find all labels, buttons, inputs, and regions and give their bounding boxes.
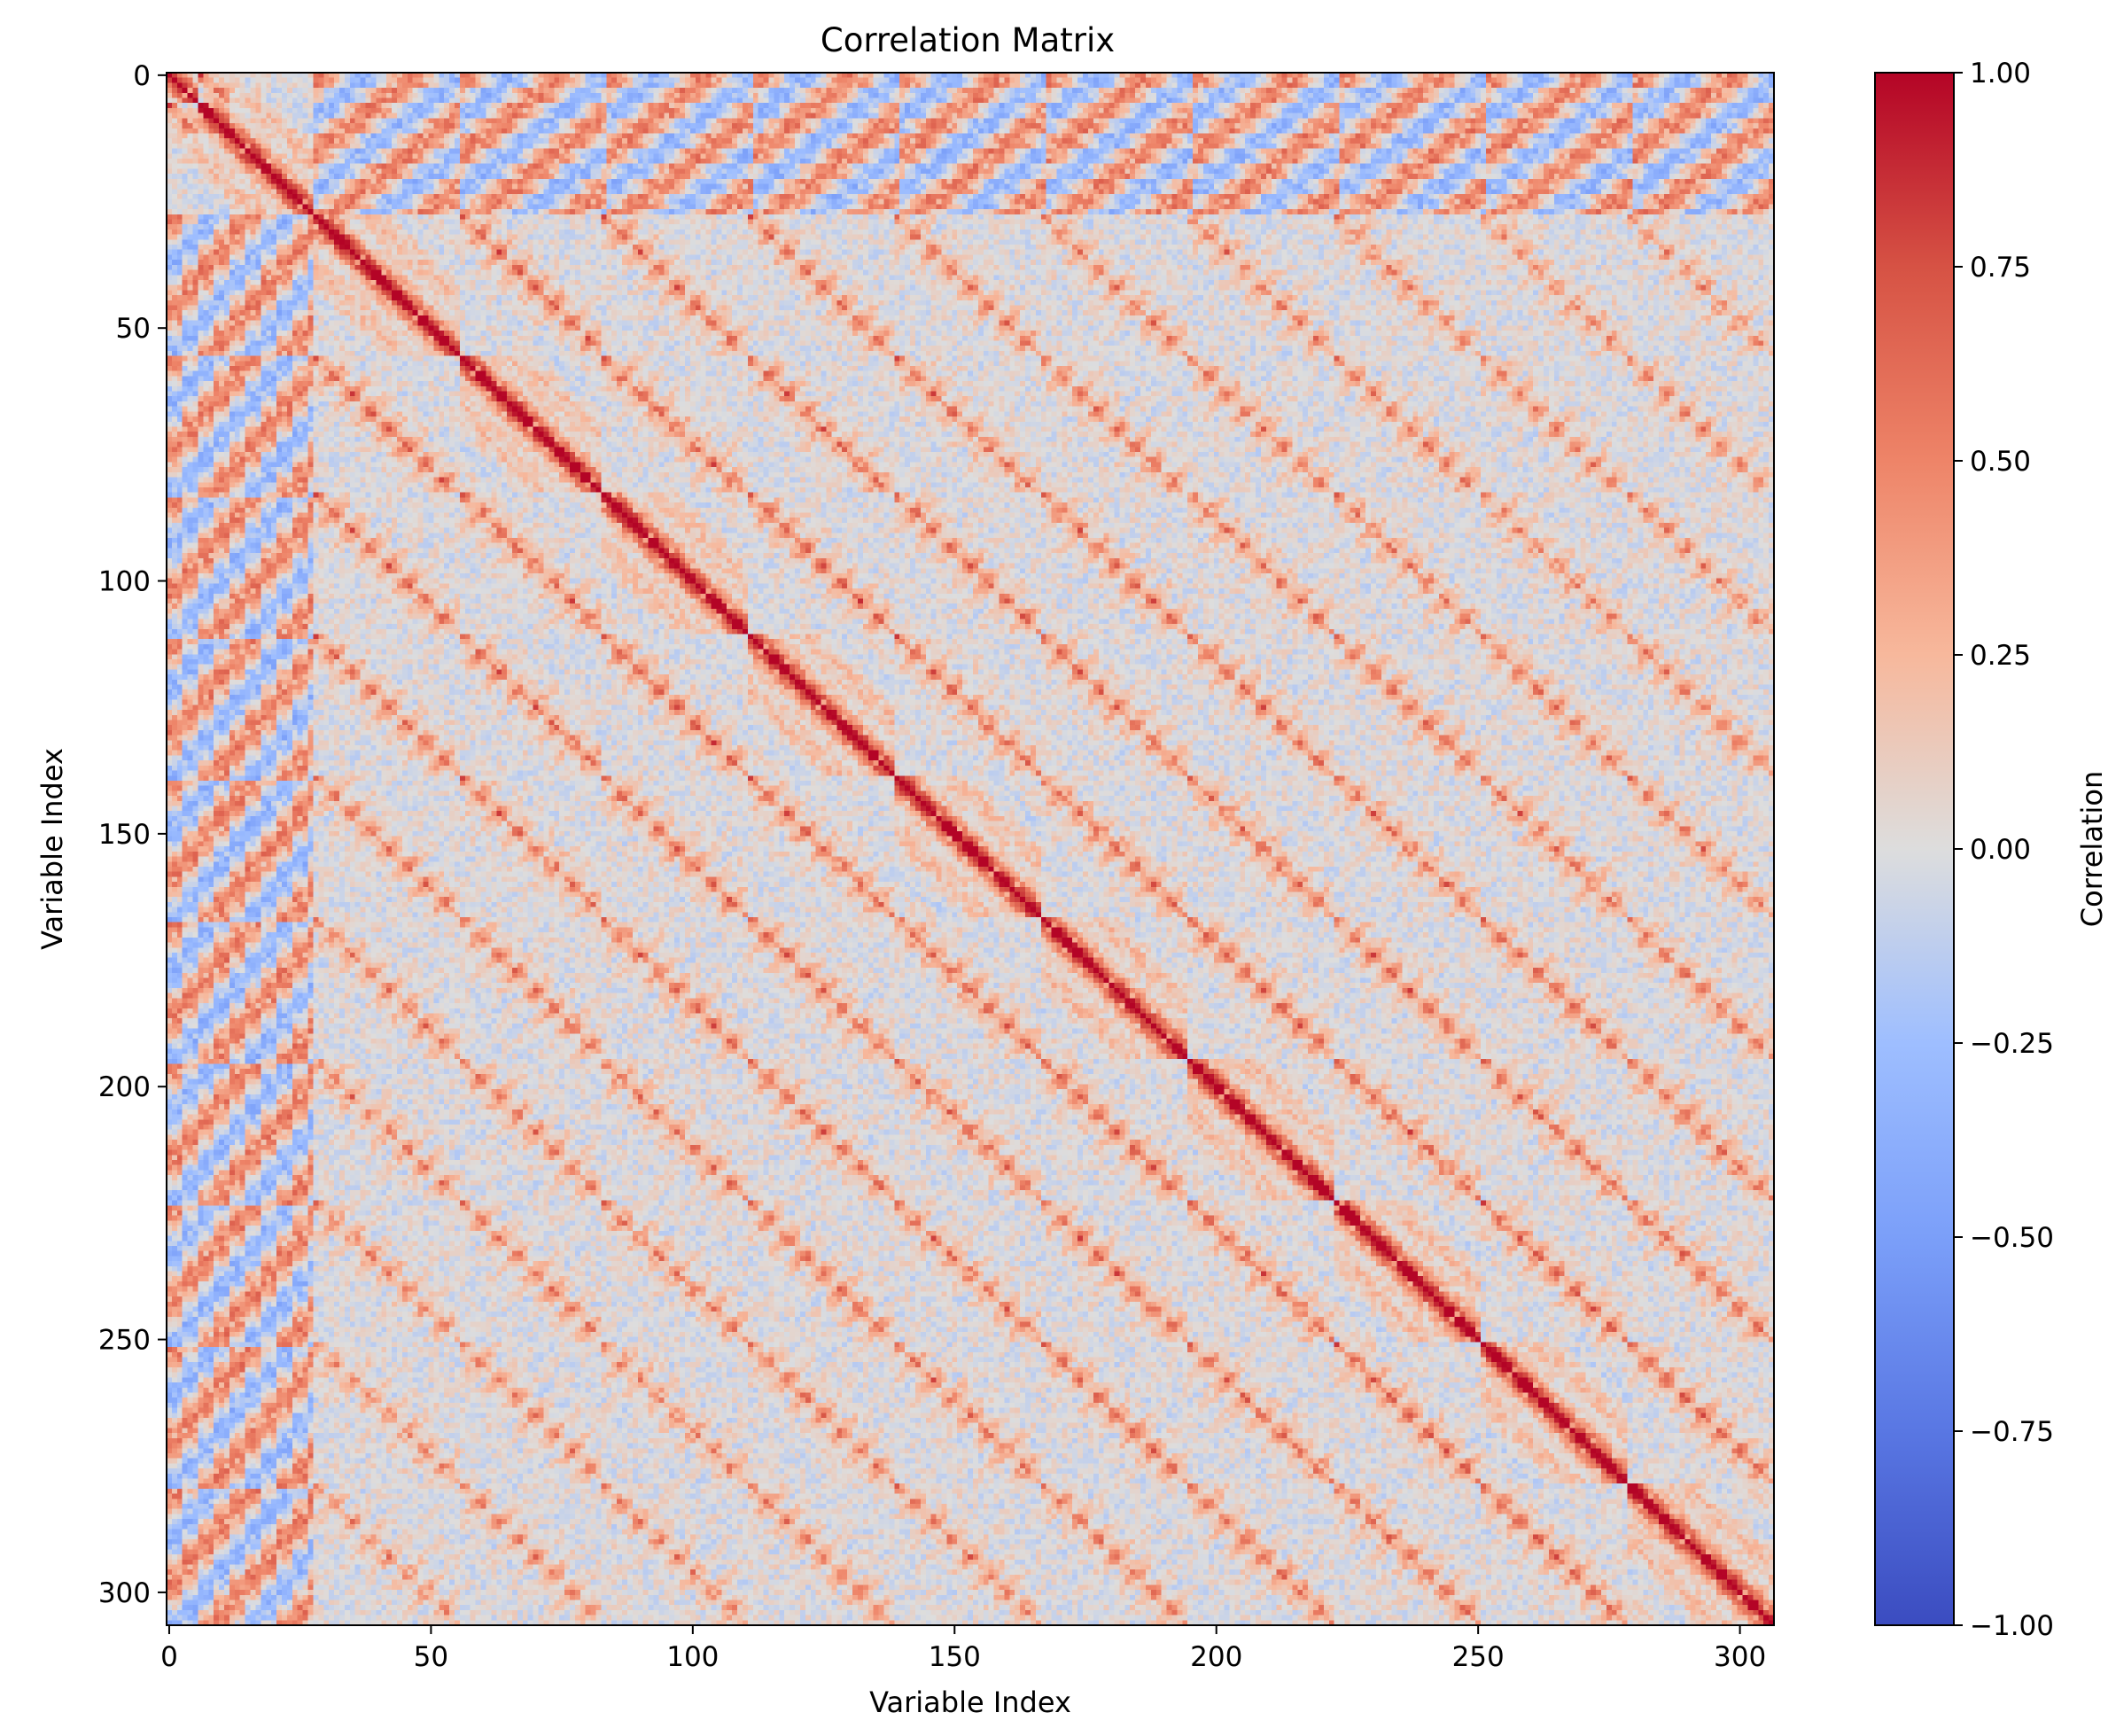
heatmap-cells — [167, 73, 1774, 1625]
colorbar-tick-label: 1.00 — [1970, 58, 2031, 90]
y-tick-label: 100 — [98, 566, 151, 598]
x-tick-label: 250 — [1452, 1641, 1505, 1673]
colorbar-label: Correlation — [2075, 771, 2109, 927]
y-tick-label: 250 — [98, 1325, 151, 1357]
x-tick-label: 150 — [929, 1641, 981, 1673]
x-tick-label: 0 — [160, 1641, 178, 1673]
chart-title: Correlation Matrix — [821, 21, 1115, 59]
x-tick-label: 200 — [1190, 1641, 1242, 1673]
x-tick-label: 300 — [1714, 1641, 1766, 1673]
colorbar-tick-label: 0.00 — [1970, 834, 2031, 866]
colorbar-tick-label: 0.25 — [1970, 640, 2031, 672]
y-tick-label: 200 — [98, 1071, 151, 1103]
colorbar-tick-label: −0.25 — [1970, 1028, 2054, 1060]
y-tick-label: 150 — [98, 819, 151, 851]
x-tick-label: 50 — [414, 1641, 448, 1673]
colorbar-tick-label: −0.50 — [1970, 1222, 2054, 1254]
heatmap-frame — [166, 72, 1775, 1626]
colorbar-tick-label: 0.50 — [1970, 446, 2031, 478]
y-tick-label: 0 — [133, 60, 151, 92]
colorbar-tick-label: 0.75 — [1970, 252, 2031, 284]
x-tick-label: 100 — [666, 1641, 719, 1673]
colorbar-tick-label: −0.75 — [1970, 1416, 2054, 1448]
colorbar — [1874, 72, 1955, 1626]
colorbar-ticks: 1.00 0.75 0.50 0.25 0.00 −0.25 −0.50 −0.75 −1.00 — [1954, 58, 2054, 1642]
y-axis-ticks: 0 50 100 150 200 250 300 — [98, 60, 167, 1609]
y-tick-label: 300 — [98, 1577, 151, 1609]
x-axis-ticks: 0 50 100 150 200 250 300 — [160, 1625, 1766, 1673]
x-axis-label: Variable Index — [869, 1685, 1071, 1719]
y-tick-label: 50 — [116, 313, 151, 345]
y-axis-label: Variable Index — [35, 748, 69, 950]
heatmap-area — [167, 73, 1774, 1625]
colorbar-tick-label: −1.00 — [1970, 1610, 2054, 1642]
